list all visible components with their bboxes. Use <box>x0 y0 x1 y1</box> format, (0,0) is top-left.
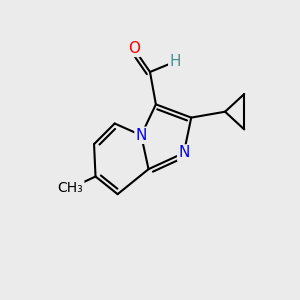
Text: CH₃: CH₃ <box>58 181 83 195</box>
Text: O: O <box>128 41 140 56</box>
Text: N: N <box>178 146 190 160</box>
Text: N: N <box>136 128 147 143</box>
Text: H: H <box>169 54 181 69</box>
